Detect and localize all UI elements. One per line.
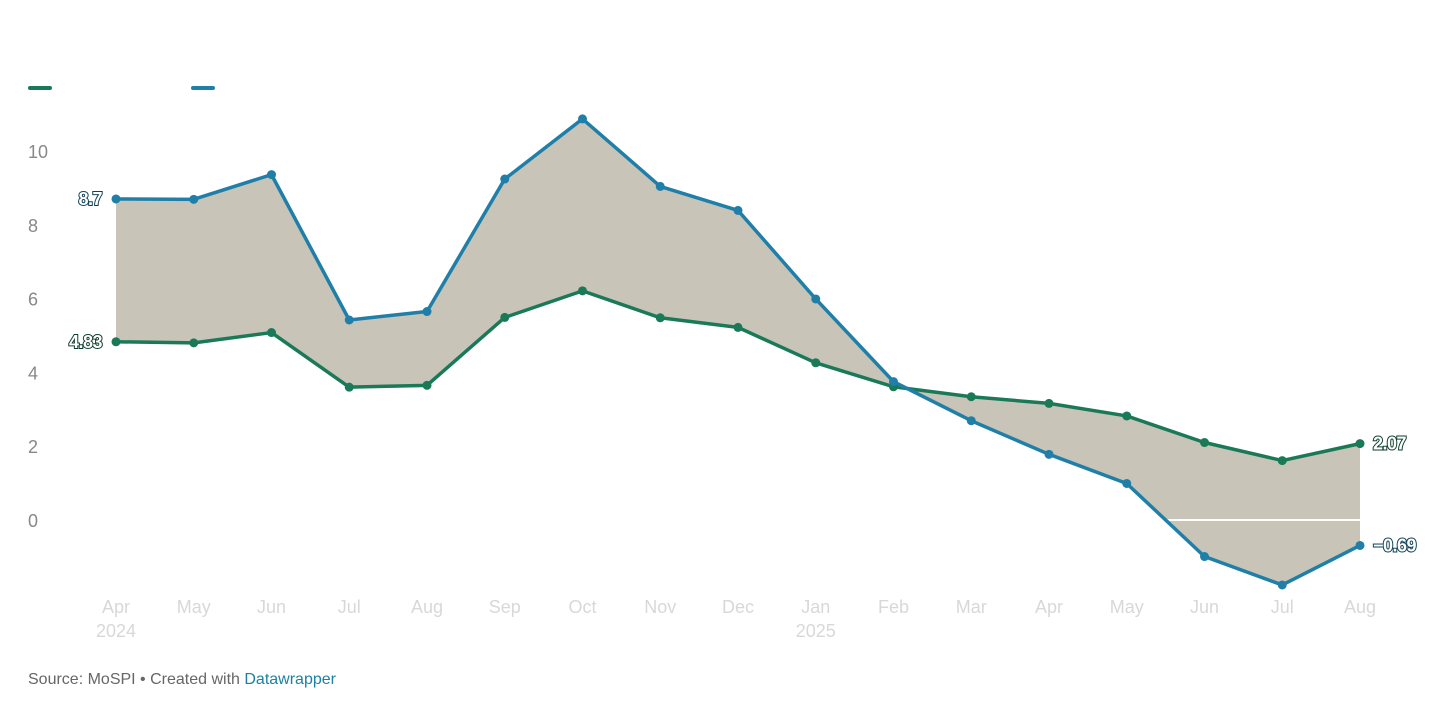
data-point: [1044, 398, 1054, 408]
y-tick-label: 6: [28, 290, 38, 310]
line-chart: 0 2 4 6 8 10 Apr 2024 May Jun Jul Aug Sep Oct Nov Dec J…: [28, 114, 1418, 641]
data-point: [500, 174, 510, 184]
data-point: [500, 312, 510, 322]
fill-between-area: [116, 118, 1360, 585]
data-point: [811, 294, 821, 304]
data-point: [1355, 540, 1365, 550]
x-tick-year-label: 2025: [796, 621, 836, 641]
data-point: [422, 380, 432, 390]
x-tick-label: Jul: [1271, 597, 1294, 617]
y-tick-label: 10: [28, 142, 48, 162]
x-tick-label: Jan: [801, 597, 830, 617]
data-point: [578, 286, 587, 296]
legend-swatch-series-2: [191, 86, 215, 90]
data-point: [733, 205, 743, 215]
data-point: [1200, 438, 1209, 448]
x-tick-label: Jun: [257, 597, 286, 617]
x-tick-year-label: 2024: [96, 621, 136, 641]
data-point: [889, 377, 898, 387]
y-axis: 0 2 4 6 8 10: [28, 142, 48, 531]
data-point: [1122, 411, 1132, 421]
data-point: [189, 338, 199, 348]
data-point: [1277, 456, 1287, 466]
x-tick-label: Aug: [411, 597, 443, 617]
start-value-label: 8.7: [78, 189, 102, 209]
y-tick-label: 4: [28, 363, 38, 383]
x-tick-label: Nov: [644, 597, 676, 617]
data-point: [111, 194, 121, 204]
data-point: [966, 416, 976, 426]
data-point: [344, 382, 354, 392]
y-tick-label: 2: [28, 437, 38, 457]
data-point: [267, 328, 276, 338]
data-point: [267, 170, 276, 180]
value-labels: 4.83 2.07 8.7 −0.69: [68, 188, 1418, 556]
x-tick-label: Jun: [1190, 597, 1219, 617]
y-tick-label: 0: [28, 511, 38, 531]
data-point: [811, 358, 821, 368]
x-tick-label: Aug: [1344, 597, 1376, 617]
datawrapper-link[interactable]: Datawrapper: [244, 671, 336, 688]
data-point: [1122, 478, 1132, 488]
data-point: [111, 337, 121, 347]
source-text: Source: MoSPI • Created with: [28, 671, 245, 688]
data-point: [578, 114, 587, 124]
y-tick-label: 8: [28, 216, 38, 236]
x-tick-label: May: [177, 597, 211, 617]
legend-swatch-series-1: [28, 86, 52, 90]
data-point: [422, 307, 432, 317]
data-point: [1044, 449, 1054, 459]
data-point: [733, 322, 743, 332]
end-value-label: 2.07: [1373, 434, 1407, 454]
x-tick-label: Sep: [489, 597, 521, 617]
data-point: [655, 181, 665, 191]
x-tick-label: Feb: [878, 597, 909, 617]
data-point: [344, 315, 354, 325]
data-point: [966, 392, 976, 402]
source-footer: Source: MoSPI • Created with Datawrapper: [28, 671, 336, 689]
x-tick-label: Apr: [102, 597, 130, 617]
data-point: [655, 313, 665, 323]
data-point: [189, 194, 199, 204]
start-value-label: 4.83: [69, 332, 103, 352]
data-point: [1277, 580, 1287, 590]
x-tick-label: Apr: [1035, 597, 1063, 617]
x-tick-label: Mar: [956, 597, 987, 617]
x-tick-label: Jul: [338, 597, 361, 617]
x-axis: Apr 2024 May Jun Jul Aug Sep Oct Nov Dec Jan 2025 Fe…: [96, 597, 1376, 641]
x-tick-label: Oct: [568, 597, 596, 617]
series-points: [111, 114, 1365, 590]
x-tick-label: Dec: [722, 597, 754, 617]
data-point: [1200, 552, 1209, 562]
x-tick-label: May: [1110, 597, 1144, 617]
data-point: [1355, 439, 1365, 449]
fill-area-layer: [116, 118, 1360, 585]
end-value-label: −0.69: [1373, 535, 1417, 555]
